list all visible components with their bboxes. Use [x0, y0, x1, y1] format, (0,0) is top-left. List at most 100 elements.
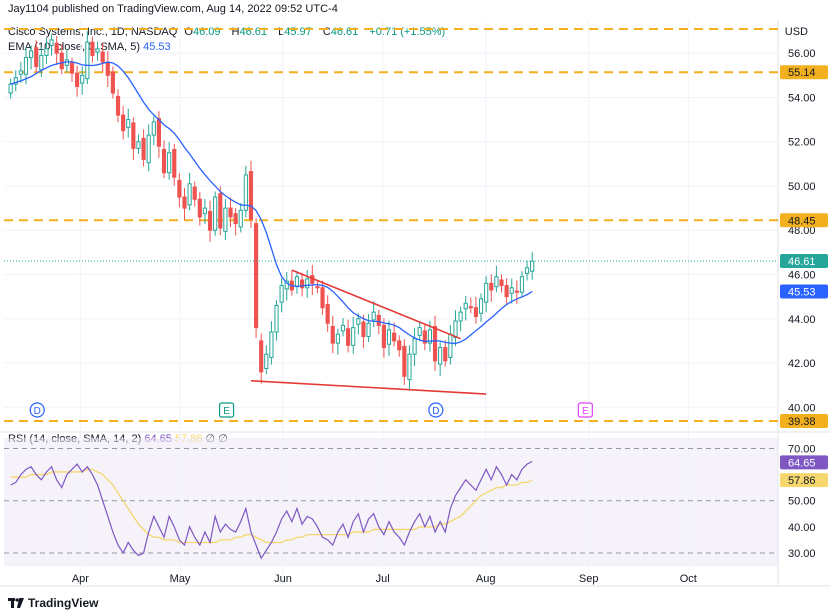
candle-body	[371, 311, 376, 321]
rsi-background	[4, 438, 778, 566]
candle-body	[443, 347, 448, 362]
candle-body	[274, 304, 279, 333]
candle-body	[238, 209, 243, 228]
ema-price-label: 45.53	[788, 286, 816, 298]
candle-body	[392, 332, 397, 342]
price-tick-label-7: 42.00	[788, 358, 816, 370]
candle-body	[320, 287, 325, 309]
candle-body	[422, 330, 427, 344]
event-marker-label-0: D	[34, 406, 41, 417]
candle-body	[264, 353, 269, 370]
candle-body	[376, 314, 381, 326]
dividend-marker-icon	[428, 402, 444, 418]
last-price-label: 46.61	[788, 256, 816, 268]
ema-value: 45.53	[143, 41, 171, 53]
candle-body	[463, 302, 468, 310]
candle-body	[136, 141, 141, 149]
ema-line	[10, 61, 533, 345]
tradingview-logo-icon	[8, 598, 24, 608]
rsi-tick-label-3: 30.00	[788, 548, 816, 560]
candle-body	[248, 171, 254, 220]
candle-body	[207, 210, 213, 231]
tradingview-logo-text: TradingView	[28, 596, 99, 610]
candle-body	[243, 174, 248, 211]
candle-body	[90, 41, 95, 56]
price-tick-label-5: 46.00	[788, 270, 816, 282]
candle-body	[294, 276, 300, 288]
candle-body	[478, 298, 484, 314]
earnings-marker-icon	[577, 402, 593, 418]
candle-body	[115, 95, 121, 116]
high-label: H	[231, 26, 240, 38]
candle-body	[300, 279, 305, 289]
level-price-tag	[780, 65, 828, 80]
candle-body	[141, 137, 146, 160]
price-tick-label-4: 48.00	[788, 225, 816, 237]
candle-body	[269, 331, 274, 359]
lower-trendline	[250, 379, 487, 395]
dividend-marker-icon	[29, 402, 45, 418]
candle-body	[259, 340, 264, 373]
candle-body	[105, 61, 110, 76]
candle-body	[95, 48, 100, 53]
tradingview-logo[interactable]: TradingView	[8, 596, 98, 610]
ema-price-tag	[780, 284, 828, 299]
candle-body	[504, 285, 509, 298]
time-tick-label-1: May	[170, 573, 191, 585]
candle-body	[59, 52, 64, 70]
candle-body	[438, 347, 443, 365]
candle-body	[131, 122, 136, 149]
candle-body	[330, 326, 335, 344]
time-tick-label-5: Sep	[579, 573, 599, 585]
candle-body	[519, 276, 525, 293]
candle-body	[223, 207, 228, 232]
event-marker-label-1: E	[223, 406, 230, 417]
rsi-tick-label-2: 40.00	[788, 522, 816, 534]
candle-body	[39, 54, 44, 71]
candle-body	[489, 282, 494, 291]
candle-body	[197, 198, 202, 218]
rsi-ma-tag	[780, 473, 828, 488]
rsi-line	[10, 460, 533, 560]
candle-body	[233, 213, 238, 225]
candle-body	[386, 329, 392, 345]
candle-body	[156, 117, 162, 147]
candle-body	[213, 196, 218, 231]
last-price-tag	[780, 254, 828, 269]
candle-body	[366, 322, 371, 337]
candle-body	[151, 121, 156, 136]
candle-body	[305, 278, 310, 289]
candle-body	[126, 119, 131, 128]
event-marker-label-2: D	[432, 406, 439, 417]
candle-body	[346, 328, 351, 346]
candle-body	[44, 48, 49, 56]
candle-body	[397, 340, 402, 351]
rsi-tick-label-1: 50.00	[788, 496, 816, 508]
level-price-tag	[780, 414, 828, 429]
time-tick-label-6: Oct	[680, 573, 697, 585]
candle-body	[468, 306, 473, 309]
candle-body	[177, 179, 182, 198]
candle-body	[473, 307, 479, 318]
candle-body	[356, 318, 361, 325]
price-tick-label-3: 50.00	[788, 181, 816, 193]
candle-body	[499, 279, 504, 287]
candle-body	[182, 196, 187, 209]
candle-body	[325, 303, 330, 324]
candle-body	[85, 41, 90, 80]
candle-body	[49, 39, 54, 46]
candle-body	[202, 207, 208, 215]
earnings-marker-icon	[218, 402, 235, 418]
candle-body	[351, 327, 356, 346]
candle-body	[279, 285, 284, 303]
candle-body	[253, 223, 259, 329]
candle-body	[18, 70, 23, 75]
price-tick-label-8: 40.00	[788, 402, 816, 414]
low-label: L	[278, 26, 285, 38]
rsi-value-tag	[780, 455, 828, 470]
candle-body	[530, 260, 535, 272]
candle-body	[361, 321, 366, 337]
price-tick-label-1: 54.00	[788, 92, 816, 104]
candle-body	[402, 345, 407, 377]
